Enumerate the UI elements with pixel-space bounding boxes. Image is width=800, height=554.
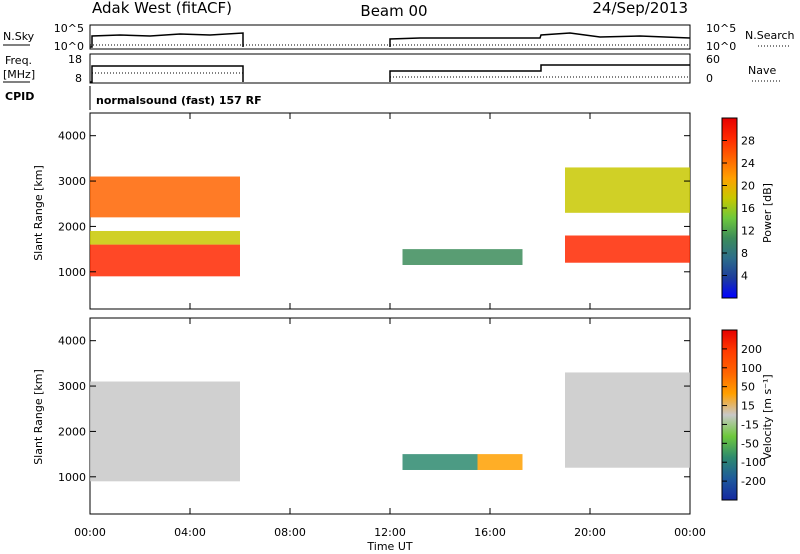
velocity-ytick-label-2: 2000 — [58, 425, 86, 438]
date-title: 24/Sep/2013 — [592, 0, 688, 17]
xtick-label-1: 04:00 — [174, 526, 206, 539]
nave-trace — [92, 72, 690, 78]
power-region-1 — [90, 230, 240, 245]
velocity-cbtick-label-6: -100 — [741, 456, 766, 469]
velocity-ytick-label-1: 3000 — [58, 380, 86, 393]
power-cbtick-label-4: 12 — [741, 225, 755, 238]
power-cbtick-label-5: 8 — [741, 247, 748, 260]
xtick-label-4: 16:00 — [474, 526, 506, 539]
xtick-label-2: 08:00 — [274, 526, 306, 539]
power-region-0 — [90, 244, 240, 277]
noise-left-tick-bottom: 10^0 — [54, 40, 84, 53]
cpid-value: normalsound (fast) 157 RF — [96, 94, 262, 107]
velocity-y-ticks: 4000 3000 2000 1000 — [58, 335, 690, 484]
power-cbtick-label-2: 20 — [741, 180, 755, 193]
power-region-5 — [565, 167, 690, 213]
freq-left-label-2: [MHz] — [3, 68, 35, 81]
velocity-region-2 — [477, 454, 523, 470]
velocity-cbtick-label-3: 15 — [741, 400, 755, 413]
velocity-cbtick-label-5: -50 — [741, 437, 759, 450]
power-region-2 — [90, 176, 240, 218]
power-cbtick-label-1: 24 — [741, 157, 755, 170]
freq-left-tick-bottom: 8 — [75, 72, 82, 85]
power-ytick-label-1: 3000 — [58, 175, 86, 188]
velocity-colorbar-label: Velocity [m s⁻¹] — [761, 374, 774, 459]
xtick-label-0: 00:00 — [74, 526, 106, 539]
noise-right-tick-bottom: 10^0 — [706, 40, 736, 53]
beam-title: Beam 00 — [360, 2, 427, 20]
freq-right-tick-top: 60 — [706, 53, 720, 66]
power-panel: 4000 3000 2000 1000 Slant Range [km] 28 24 20… — [32, 112, 774, 310]
velocity-region-3 — [565, 372, 690, 468]
freq-left-tick-top: 18 — [68, 53, 82, 66]
x-axis-label: Time UT — [366, 540, 412, 553]
noise-right-label: N.Search — [745, 29, 795, 42]
velocity-region-1 — [402, 454, 478, 470]
velocity-ytick-label-3: 1000 — [58, 471, 86, 484]
power-data-layer — [90, 167, 690, 277]
noise-right-tick-top: 10^5 — [706, 22, 736, 35]
noise-panel-frame — [89, 24, 691, 50]
power-cbtick-label-3: 16 — [741, 202, 755, 215]
velocity-panel: 4000 3000 2000 1000 Slant Range [km] 200 100… — [32, 317, 774, 515]
freq-panel-frame — [89, 53, 691, 84]
power-region-4 — [565, 235, 690, 263]
velocity-cbtick-label-0: 200 — [741, 343, 762, 356]
xtick-label-6: 00:00 — [674, 526, 706, 539]
xtick-label-5: 20:00 — [574, 526, 606, 539]
freq-trace — [90, 64, 690, 83]
velocity-colorbar-ticks: 200 100 50 15 -15 -50 -100 -200 — [722, 343, 766, 488]
x-axis-ticks: 00:00 04:00 08:00 12:00 16:00 20:00 00:00 — [74, 113, 706, 539]
velocity-cbtick-label-2: 50 — [741, 381, 755, 394]
xtick-label-3: 12:00 — [374, 526, 406, 539]
velocity-ytick-label-0: 4000 — [58, 335, 86, 348]
velocity-data-layer — [90, 372, 690, 482]
power-ytick-label-0: 4000 — [58, 130, 86, 143]
freq-left-label-1: Freq. — [5, 54, 32, 67]
power-ylabel: Slant Range [km] — [32, 165, 45, 261]
noise-left-label: N.Sky — [3, 30, 35, 43]
noise-left-tick-top: 10^5 — [54, 22, 84, 35]
velocity-colorbar — [721, 329, 738, 501]
cpid-label: CPID — [5, 90, 34, 103]
power-cbtick-label-6: 4 — [741, 270, 748, 283]
freq-right-label: Nave — [748, 64, 776, 77]
velocity-ylabel: Slant Range [km] — [32, 369, 45, 465]
velocity-region-0 — [90, 381, 240, 482]
power-cbtick-label-0: 28 — [741, 135, 755, 148]
power-colorbar-label: Power [dB] — [761, 183, 774, 243]
noise-sky-trace-1 — [90, 32, 244, 48]
velocity-cbtick-label-4: -15 — [741, 418, 759, 431]
velocity-cbtick-label-1: 100 — [741, 362, 762, 375]
site-title: Adak West (fitACF) — [92, 0, 232, 17]
power-colorbar-ticks: 28 24 20 16 12 8 4 — [722, 135, 755, 283]
power-ytick-label-2: 2000 — [58, 220, 86, 233]
power-region-3 — [402, 249, 523, 265]
freq-right-tick-bottom: 0 — [706, 72, 713, 85]
power-ytick-label-3: 1000 — [58, 266, 86, 279]
velocity-cbtick-label-7: -200 — [741, 475, 766, 488]
power-y-ticks: 4000 3000 2000 1000 — [58, 130, 690, 279]
noise-sky-trace-2 — [389, 32, 691, 47]
